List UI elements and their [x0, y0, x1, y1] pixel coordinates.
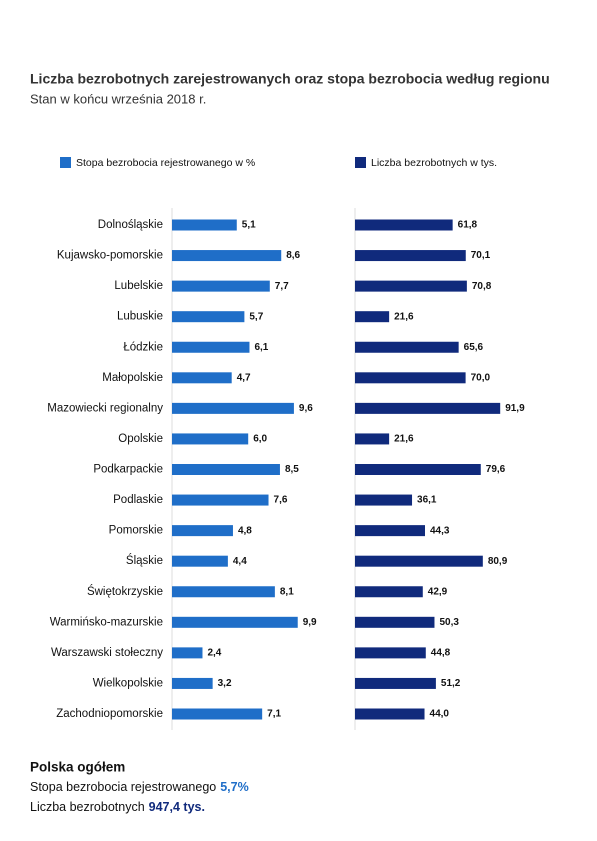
value-label: 42,9: [428, 586, 448, 597]
value-label: 70,8: [472, 281, 492, 292]
bar: [355, 341, 459, 353]
y-tick-label: Podlaskie: [113, 494, 163, 506]
bar: [355, 464, 481, 475]
bar: [172, 341, 250, 353]
value-label: 65,6: [464, 342, 484, 353]
legend-label: Liczba bezrobotnych w tys.: [371, 157, 497, 169]
bar: [172, 616, 298, 628]
bar: [172, 311, 245, 323]
value-label: 7,7: [275, 281, 289, 292]
y-tick-label: Zachodniopomorskie: [56, 708, 163, 720]
bar: [355, 402, 501, 414]
bar: [355, 372, 466, 384]
y-tick-label: Małopolskie: [102, 372, 163, 384]
legend-swatch: [60, 157, 71, 168]
value-label: 70,0: [471, 372, 491, 383]
value-label: 5,7: [249, 311, 263, 322]
chart-title: Liczba bezrobotnych zarejestrowanych ora…: [30, 71, 550, 87]
bar: [172, 280, 270, 292]
value-label: 6,0: [253, 434, 267, 445]
bar: [355, 311, 390, 323]
summary-label-text: Liczba bezrobotnych: [30, 800, 145, 814]
bar: [172, 586, 275, 598]
value-label: 21,6: [394, 434, 414, 445]
y-tick-label: Wielkopolskie: [93, 677, 163, 689]
bar: [172, 677, 213, 689]
value-label: 79,6: [486, 464, 506, 475]
bar: [355, 219, 453, 231]
bar: [355, 616, 435, 628]
summary-label: Stopa bezrobocia rejestrowanego 5,7%: [30, 780, 249, 794]
summary-label: Liczba bezrobotnych 947,4 tys.: [30, 800, 205, 814]
value-label: 91,9: [505, 403, 525, 414]
bar: [355, 647, 426, 659]
value-label: 61,8: [458, 220, 478, 231]
y-tick-label: Śląskie: [126, 554, 163, 567]
bar: [355, 433, 390, 445]
value-label: 7,6: [274, 495, 288, 506]
value-label: 6,1: [254, 342, 268, 353]
y-tick-label: Lubuskie: [117, 311, 163, 323]
value-label: 4,7: [237, 372, 251, 383]
value-label: 4,8: [238, 525, 252, 536]
legend-swatch: [355, 157, 366, 168]
value-label: 2,4: [207, 648, 221, 659]
summary-value: 5,7%: [220, 780, 249, 794]
value-label: 8,5: [285, 464, 299, 475]
value-label: 36,1: [417, 495, 437, 506]
value-label: 9,9: [303, 617, 317, 628]
y-tick-label: Warszawski stołeczny: [51, 647, 163, 659]
bar: [355, 250, 466, 262]
value-label: 44,8: [431, 648, 451, 659]
bar: [355, 555, 483, 567]
bar: [172, 402, 294, 414]
chart-subtitle: Stan w końcu września 2018 r.: [30, 91, 206, 106]
bar: [172, 433, 249, 445]
value-label: 51,2: [441, 678, 461, 689]
y-tick-label: Warmińsko-mazurskie: [50, 616, 163, 628]
bar: [172, 525, 233, 537]
value-label: 3,2: [218, 678, 232, 689]
summary-value: 947,4 tys.: [149, 800, 205, 814]
bar: [172, 647, 203, 659]
y-tick-label: Kujawsko-pomorskie: [57, 250, 163, 262]
value-label: 4,4: [233, 556, 247, 567]
bar: [172, 372, 232, 384]
bar: [172, 708, 263, 720]
y-tick-label: Pomorskie: [109, 525, 163, 537]
bar: [172, 494, 269, 506]
bar: [172, 464, 280, 475]
summary-title: Polska ogółem: [30, 760, 125, 775]
y-tick-label: Łódzkie: [123, 341, 163, 353]
y-tick-label: Opolskie: [118, 433, 163, 445]
y-tick-label: Podkarpackie: [93, 464, 163, 476]
bar: [172, 555, 228, 567]
value-label: 8,1: [280, 586, 294, 597]
value-label: 44,0: [430, 709, 450, 720]
bar: [355, 586, 423, 598]
bar: [172, 250, 282, 262]
value-label: 80,9: [488, 556, 508, 567]
bar: [172, 219, 237, 231]
bar: [355, 525, 425, 537]
bar: [355, 677, 436, 689]
y-tick-label: Świętokrzyskie: [87, 585, 163, 598]
value-label: 70,1: [471, 250, 491, 261]
value-label: 7,1: [267, 709, 281, 720]
value-label: 5,1: [242, 220, 256, 231]
value-label: 21,6: [394, 311, 414, 322]
value-label: 9,6: [299, 403, 313, 414]
legend-label: Stopa bezrobocia rejestrowanego w %: [76, 157, 255, 169]
summary-label-text: Stopa bezrobocia rejestrowanego: [30, 780, 216, 794]
value-label: 50,3: [439, 617, 459, 628]
y-tick-label: Lubelskie: [114, 280, 163, 292]
y-tick-label: Dolnośląskie: [98, 219, 163, 231]
bar: [355, 708, 425, 720]
y-tick-label: Mazowiecki regionalny: [47, 402, 163, 414]
value-label: 44,3: [430, 525, 450, 536]
bar: [355, 280, 467, 292]
bar: [355, 494, 413, 506]
value-label: 8,6: [286, 250, 300, 261]
